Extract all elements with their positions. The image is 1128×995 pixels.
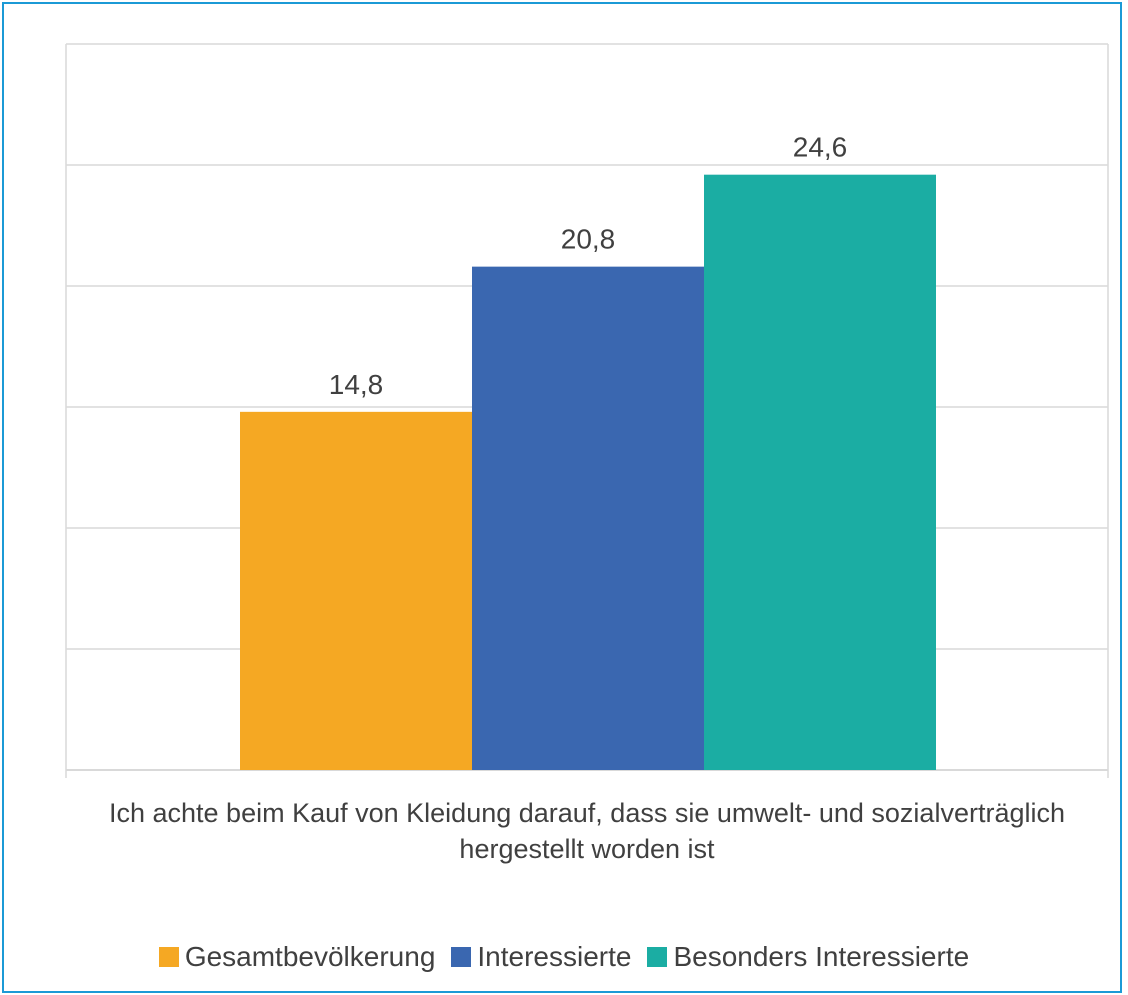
data-label-1: 14,8 (329, 369, 384, 400)
legend-label-2: Interessierte (477, 941, 632, 972)
data-label-2: 20,8 (561, 224, 616, 255)
chart-legend: Gesamtbevölkerung Interessierte Besonders … (0, 941, 1128, 973)
bar-1 (240, 411, 472, 770)
legend-swatch-2 (451, 947, 472, 967)
bar-3 (704, 174, 936, 770)
legend-swatch-3 (647, 947, 668, 967)
data-label-3: 24,6 (793, 132, 848, 163)
legend-item-2: Interessierte (451, 941, 631, 973)
legend-item-3: Besonders Interessierte (647, 941, 969, 973)
bar-2 (472, 266, 704, 770)
legend-item-1: Gesamtbevölkerung (158, 941, 436, 973)
legend-swatch-1 (158, 947, 179, 967)
legend-label-3: Besonders Interessierte (673, 941, 970, 972)
category-axis-label: Ich achte beim Kauf von Kleidung darauf,… (108, 798, 1065, 864)
legend-label-1: Gesamtbevölkerung (184, 941, 436, 972)
